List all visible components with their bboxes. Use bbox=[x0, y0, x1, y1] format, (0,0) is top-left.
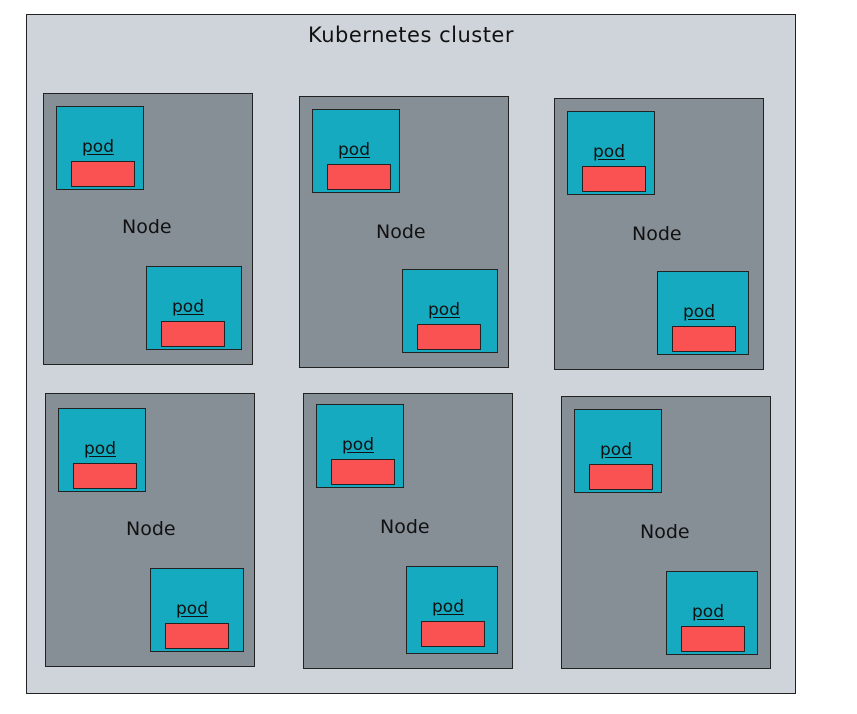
node-label: Node bbox=[632, 223, 682, 245]
container bbox=[331, 459, 395, 485]
pod-1b: pod bbox=[146, 266, 242, 350]
node-4: pod Node pod bbox=[45, 393, 255, 667]
node-6: pod Node pod bbox=[561, 396, 771, 669]
container bbox=[71, 161, 135, 187]
container bbox=[681, 626, 745, 652]
pod-label: pod bbox=[600, 440, 632, 460]
pod-2a: pod bbox=[312, 109, 400, 193]
node-label: Node bbox=[126, 518, 176, 540]
container bbox=[73, 463, 137, 489]
pod-label: pod bbox=[342, 435, 374, 455]
pod-label: pod bbox=[172, 297, 204, 317]
pod-5a: pod bbox=[316, 404, 404, 488]
pod-4a: pod bbox=[58, 408, 146, 492]
node-label: Node bbox=[380, 516, 430, 538]
container bbox=[589, 464, 653, 490]
pod-label: pod bbox=[338, 140, 370, 160]
node-label: Node bbox=[376, 221, 426, 243]
cluster-title: Kubernetes cluster bbox=[308, 23, 514, 47]
container bbox=[327, 164, 391, 190]
node-label: Node bbox=[640, 521, 690, 543]
pod-3a: pod bbox=[567, 111, 655, 195]
pod-label: pod bbox=[176, 599, 208, 619]
container bbox=[161, 321, 225, 347]
pod-label: pod bbox=[593, 142, 625, 162]
container bbox=[417, 324, 481, 350]
node-label: Node bbox=[122, 216, 172, 238]
pod-3b: pod bbox=[657, 271, 749, 355]
pod-2b: pod bbox=[402, 269, 498, 353]
node-5: pod Node pod bbox=[303, 393, 513, 669]
pod-6a: pod bbox=[574, 409, 662, 493]
container bbox=[672, 326, 736, 352]
pod-label: pod bbox=[82, 137, 114, 157]
container bbox=[421, 621, 485, 647]
pod-5b: pod bbox=[406, 566, 498, 654]
kubernetes-cluster: Kubernetes cluster pod Node pod pod Node… bbox=[26, 14, 796, 694]
pod-label: pod bbox=[84, 439, 116, 459]
pod-label: pod bbox=[432, 597, 464, 617]
pod-6b: pod bbox=[666, 571, 758, 655]
container bbox=[582, 166, 646, 192]
pod-1a: pod bbox=[56, 106, 144, 190]
node-1: pod Node pod bbox=[43, 93, 253, 365]
pod-4b: pod bbox=[150, 568, 244, 652]
container bbox=[165, 623, 229, 649]
node-3: pod Node pod bbox=[554, 98, 764, 370]
pod-label: pod bbox=[683, 302, 715, 322]
pod-label: pod bbox=[692, 602, 724, 622]
pod-label: pod bbox=[428, 300, 460, 320]
node-2: pod Node pod bbox=[299, 96, 509, 368]
